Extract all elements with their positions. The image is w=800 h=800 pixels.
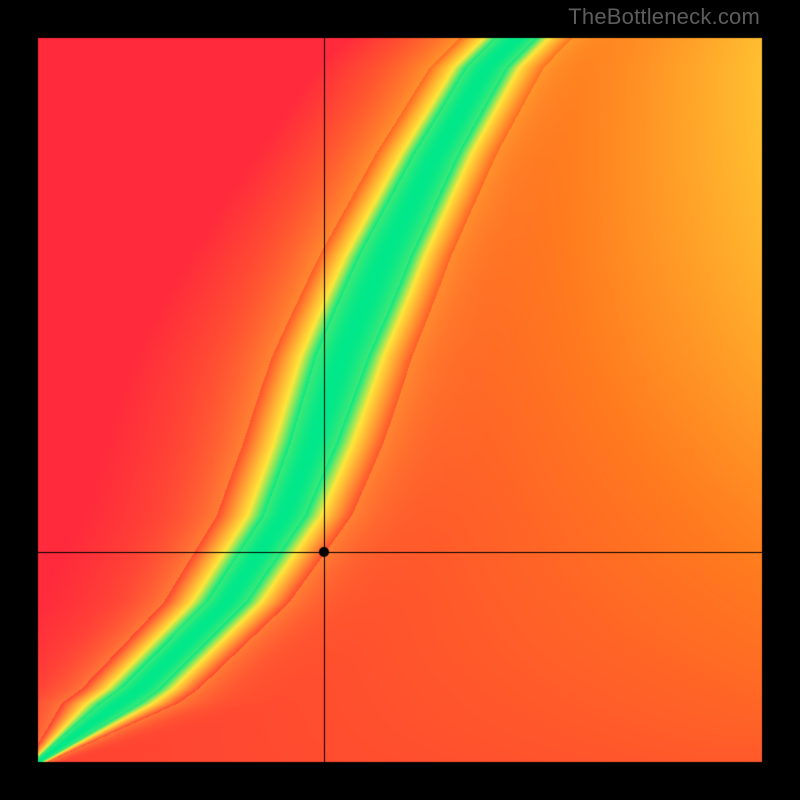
bottleneck-heatmap-canvas (0, 0, 800, 800)
chart-root: TheBottleneck.com (0, 0, 800, 800)
watermark-label: TheBottleneck.com (568, 4, 760, 30)
